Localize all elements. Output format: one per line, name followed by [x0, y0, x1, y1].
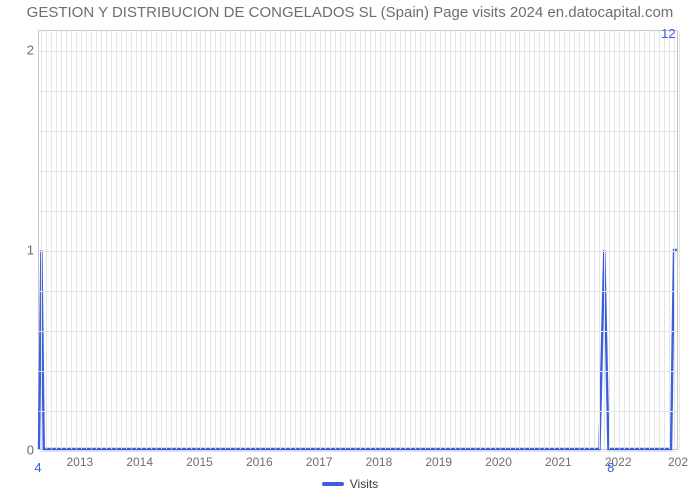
- secondary-axis-label: 4: [34, 460, 41, 475]
- line-series: [39, 31, 677, 449]
- x-axis-tick-label: 202: [668, 455, 688, 469]
- x-axis-tick-label: 2020: [485, 455, 512, 469]
- secondary-axis-label: 8: [607, 460, 614, 475]
- visits-chart: GESTION Y DISTRIBUCION DE CONGELADOS SL …: [0, 0, 700, 500]
- y-axis-tick-label: 0: [6, 443, 34, 458]
- x-axis-tick-label: 2014: [126, 455, 153, 469]
- legend-label: Visits: [350, 477, 378, 491]
- y-axis-tick-label: 1: [6, 243, 34, 258]
- x-axis-tick-label: 2021: [545, 455, 572, 469]
- secondary-axis-label: 12: [661, 26, 675, 41]
- y-axis-tick-label: 2: [6, 43, 34, 58]
- chart-title: GESTION Y DISTRIBUCION DE CONGELADOS SL …: [0, 4, 700, 21]
- x-axis-tick-label: 2018: [366, 455, 393, 469]
- x-axis-tick-label: 2013: [67, 455, 94, 469]
- legend: Visits: [0, 476, 700, 491]
- legend-swatch: [322, 482, 344, 486]
- x-axis-tick-label: 2016: [246, 455, 273, 469]
- x-axis-tick-label: 2019: [425, 455, 452, 469]
- x-axis-tick-label: 2015: [186, 455, 213, 469]
- plot-area: [38, 30, 678, 450]
- x-axis-tick-label: 2017: [306, 455, 333, 469]
